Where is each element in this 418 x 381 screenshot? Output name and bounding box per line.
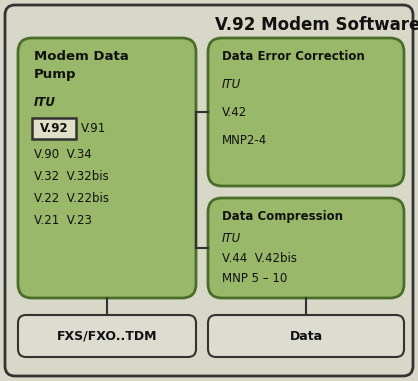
Text: Data Compression: Data Compression	[222, 210, 343, 223]
Text: V.90  V.34: V.90 V.34	[34, 148, 92, 161]
Text: V.32  V.32bis: V.32 V.32bis	[34, 170, 109, 183]
Text: V.22  V.22bis: V.22 V.22bis	[34, 192, 109, 205]
Text: V.44  V.42bis: V.44 V.42bis	[222, 252, 297, 265]
Text: Modem Data: Modem Data	[34, 50, 129, 63]
FancyBboxPatch shape	[208, 315, 404, 357]
FancyBboxPatch shape	[208, 38, 404, 186]
Text: V.92 Modem Software: V.92 Modem Software	[215, 16, 418, 34]
Text: Data Error Correction: Data Error Correction	[222, 50, 365, 63]
Text: MNP 5 – 10: MNP 5 – 10	[222, 272, 287, 285]
Bar	[32, 118, 76, 139]
FancyBboxPatch shape	[208, 198, 404, 298]
Text: FXS/FXO..TDM: FXS/FXO..TDM	[57, 330, 157, 343]
FancyBboxPatch shape	[5, 5, 413, 376]
FancyBboxPatch shape	[18, 38, 196, 298]
Text: ITU: ITU	[222, 78, 241, 91]
Text: V.42: V.42	[222, 106, 247, 119]
Text: V.91: V.91	[81, 122, 106, 135]
Text: V.92: V.92	[40, 122, 68, 135]
FancyBboxPatch shape	[18, 315, 196, 357]
Text: ITU: ITU	[222, 232, 241, 245]
Text: V.21  V.23: V.21 V.23	[34, 214, 92, 227]
Text: Pump: Pump	[34, 68, 76, 81]
Text: Data: Data	[289, 330, 323, 343]
Text: MNP2-4: MNP2-4	[222, 134, 267, 147]
Text: ITU: ITU	[34, 96, 56, 109]
